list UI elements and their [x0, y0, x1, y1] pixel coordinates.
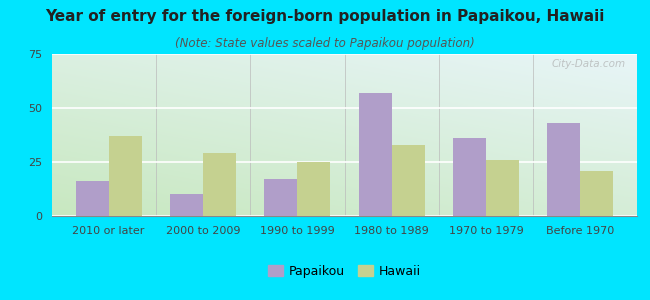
Text: City-Data.com: City-Data.com: [551, 59, 625, 69]
Bar: [203, 153, 236, 216]
Legend: Papaikou, Hawaii: Papaikou, Hawaii: [263, 260, 426, 283]
Bar: [170, 194, 203, 216]
Bar: [265, 179, 297, 216]
Bar: [359, 93, 392, 216]
Text: (Note: State values scaled to Papaikou population): (Note: State values scaled to Papaikou p…: [175, 38, 475, 50]
Bar: [453, 138, 486, 216]
Bar: [297, 162, 330, 216]
Bar: [547, 123, 580, 216]
Bar: [392, 145, 424, 216]
Bar: [486, 160, 519, 216]
Bar: [580, 171, 614, 216]
Bar: [75, 182, 109, 216]
Bar: [109, 136, 142, 216]
Text: Year of entry for the foreign-born population in Papaikou, Hawaii: Year of entry for the foreign-born popul…: [46, 9, 605, 24]
